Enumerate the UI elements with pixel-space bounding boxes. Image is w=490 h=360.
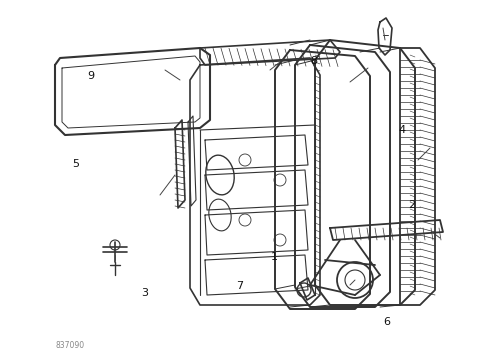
Text: 1: 1 <box>271 252 278 262</box>
Text: 7: 7 <box>237 281 244 291</box>
Text: 2: 2 <box>408 200 415 210</box>
Text: 837090: 837090 <box>55 341 84 350</box>
Text: 6: 6 <box>384 317 391 327</box>
Text: 4: 4 <box>398 125 405 135</box>
Text: 3: 3 <box>141 288 148 298</box>
Text: 9: 9 <box>87 71 94 81</box>
Text: 5: 5 <box>73 159 79 169</box>
Text: 8: 8 <box>310 56 317 66</box>
